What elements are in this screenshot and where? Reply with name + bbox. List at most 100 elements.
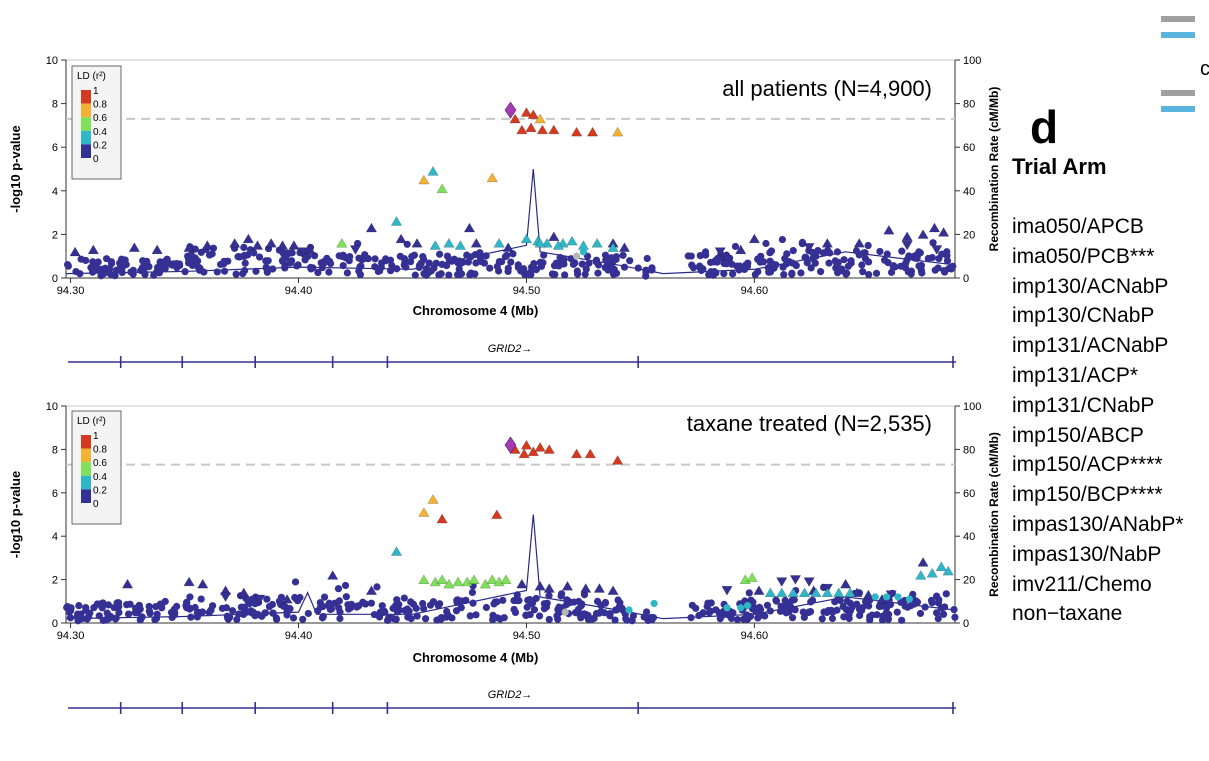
snp-triangle-ld [486, 172, 498, 183]
ld-legend-color [81, 130, 91, 145]
snp-point [759, 258, 768, 266]
snp-point [377, 263, 385, 271]
snp-point [452, 607, 461, 615]
ld-legend-label: 0.2 [93, 485, 107, 496]
snp-point [515, 597, 523, 605]
snp-point [233, 615, 241, 624]
snp-triangle-ld [443, 237, 455, 248]
snp-point [828, 614, 837, 623]
snp-point [733, 616, 742, 624]
y-tick-label: 4 [52, 186, 58, 198]
snp-point [223, 612, 231, 620]
snp-triangle [928, 222, 941, 233]
snp-triangle [69, 246, 81, 257]
snp-triangle [821, 237, 833, 248]
snp-point [500, 614, 508, 622]
y-tick-label: 0 [52, 618, 58, 630]
snp-point [940, 267, 948, 275]
snp-point [82, 606, 90, 614]
snp-point [316, 603, 325, 611]
snp-point [503, 251, 511, 260]
snp-point [540, 605, 548, 613]
snp-point [530, 606, 539, 614]
snp-point [897, 598, 905, 606]
snp-triangle [607, 585, 619, 595]
snp-point [613, 606, 621, 614]
snp-point [370, 610, 378, 619]
snp-point [339, 261, 347, 270]
snp-triangle-ld [491, 509, 503, 519]
snp-point [847, 259, 855, 267]
snp-point [893, 608, 901, 616]
x-tick-label: 94.60 [741, 285, 769, 297]
snp-triangle-ld [500, 574, 512, 585]
snp-point [112, 614, 120, 622]
snp-point [731, 242, 740, 251]
snp-triangle-ld [607, 242, 619, 252]
snp-point [392, 615, 400, 623]
snp-triangle-ld [509, 113, 521, 124]
trial-arm-item: imp131/CNabP [1012, 393, 1155, 417]
snp-point [580, 591, 589, 599]
snp-point [482, 603, 490, 612]
snp-point [152, 602, 160, 611]
snp-point [510, 596, 518, 605]
snp-point [601, 598, 610, 607]
snp-point [949, 262, 957, 270]
snp-point [393, 265, 401, 273]
trial-arm-item: imp130/ACNabP [1012, 274, 1169, 298]
snp-triangle-down [219, 592, 232, 603]
snp-point [898, 616, 906, 624]
plot-title: all patients (N=4,900) [722, 76, 932, 101]
snp-point [688, 261, 696, 269]
snp-triangle [516, 578, 528, 589]
snp-triangle [288, 240, 300, 250]
snp-point [396, 252, 404, 260]
snp-point [754, 614, 762, 622]
ld-legend-label: 0.6 [93, 458, 107, 469]
snp-triangle-ld [776, 587, 788, 598]
snp-point [181, 268, 189, 276]
y2-tick-label: 80 [963, 99, 975, 111]
snp-point [326, 257, 334, 265]
snp-point [552, 259, 560, 267]
snp-point [468, 588, 477, 596]
snp-triangle-ld [418, 507, 430, 517]
snp-point [387, 267, 395, 275]
snp-triangle-ld [527, 109, 539, 119]
snp-point [235, 610, 243, 618]
snp-triangle-ld [534, 113, 546, 124]
snp-point [443, 262, 451, 270]
snp-triangle-ld [518, 448, 530, 459]
snp-point [371, 255, 379, 263]
snp-point [558, 590, 566, 598]
snp-triangle [87, 244, 99, 255]
snp-point [156, 258, 164, 266]
snp-point [536, 258, 544, 266]
snp-point [745, 589, 753, 597]
snp-point [556, 253, 564, 262]
snp-point [420, 604, 428, 613]
snp-triangle [365, 585, 378, 595]
snp-point [314, 268, 322, 277]
snp-point [937, 604, 945, 612]
snp-point [272, 614, 280, 622]
snp-point [63, 602, 72, 611]
trial-arm-item: imv211/Chemo [1012, 572, 1152, 596]
snp-point [642, 272, 650, 280]
trial-arm-item: imp130/CNabP [1012, 304, 1155, 328]
snp-point [359, 598, 367, 606]
legend-swatch-1 [1161, 16, 1195, 22]
snp-point [469, 582, 477, 590]
snp-triangle [543, 583, 555, 593]
snp-point [695, 611, 703, 620]
x-tick-label: 94.30 [57, 285, 85, 297]
x-axis-label: Chromosome 4 (Mb) [413, 303, 539, 318]
snp-point [807, 264, 815, 272]
gene-label: GRID2→ [488, 343, 533, 355]
snp-point [220, 267, 229, 275]
snp-point [843, 269, 851, 277]
snp-point [407, 598, 415, 606]
ld-legend-label: 0.4 [93, 472, 107, 483]
snp-point [400, 594, 408, 602]
